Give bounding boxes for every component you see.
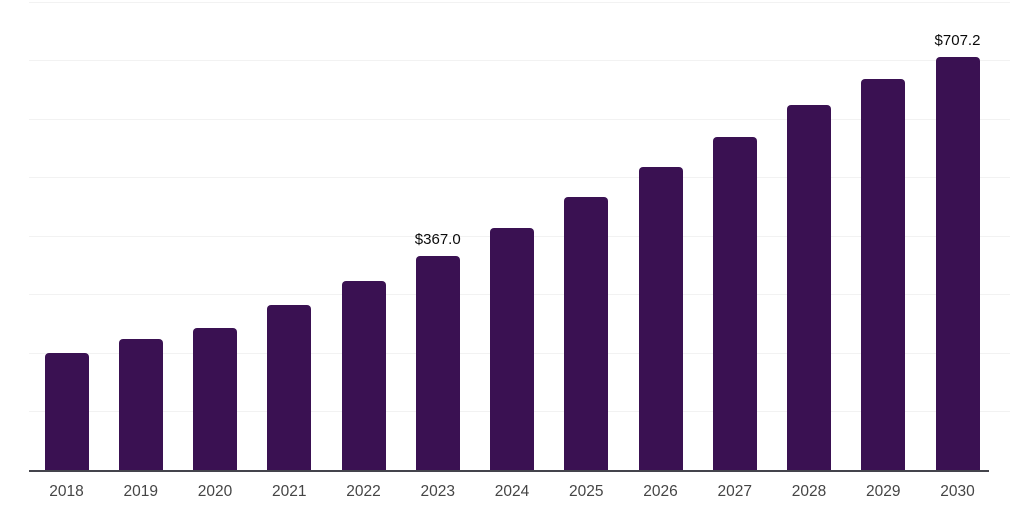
bar-value-label-2023: $367.0: [414, 231, 461, 249]
bar-2028: [787, 105, 831, 471]
x-axis-label-2026: 2026: [643, 483, 678, 500]
gridline: [29, 60, 1010, 62]
x-axis-label-2021: 2021: [272, 483, 307, 500]
bar-2021: [267, 305, 312, 471]
bar-2030: [935, 56, 980, 471]
x-axis-label-2022: 2022: [346, 483, 381, 500]
x-axis-label-2020: 2020: [197, 483, 233, 500]
x-axis-label-2019: 2019: [123, 483, 158, 500]
bar-2018: [44, 352, 89, 471]
gridline: [29, 177, 1010, 179]
bar-2019: [118, 339, 163, 471]
x-axis-label-2024: 2024: [494, 483, 530, 500]
bar-2025: [564, 196, 609, 471]
x-axis-label-2028: 2028: [791, 483, 827, 500]
bar-2029: [861, 78, 906, 471]
bar-2022: [341, 280, 386, 471]
x-axis-label-2029: 2029: [866, 483, 901, 500]
bar-value-label-2030: $707.2: [934, 31, 981, 49]
x-axis-label-2025: 2025: [569, 483, 604, 500]
x-axis-label-2027: 2027: [717, 483, 752, 500]
bar-2026: [638, 167, 683, 471]
x-axis-label-2018: 2018: [49, 483, 84, 500]
bar-2024: [490, 228, 534, 471]
x-axis-label-2023: 2023: [420, 483, 455, 500]
x-axis-label-2030: 2030: [940, 483, 975, 500]
gridline: [29, 1, 1010, 3]
bar-2023: [415, 256, 460, 471]
gridline: [29, 118, 1010, 120]
bar-2020: [193, 327, 237, 471]
x-axis-line: [29, 470, 989, 472]
bar-2027: [712, 136, 757, 471]
